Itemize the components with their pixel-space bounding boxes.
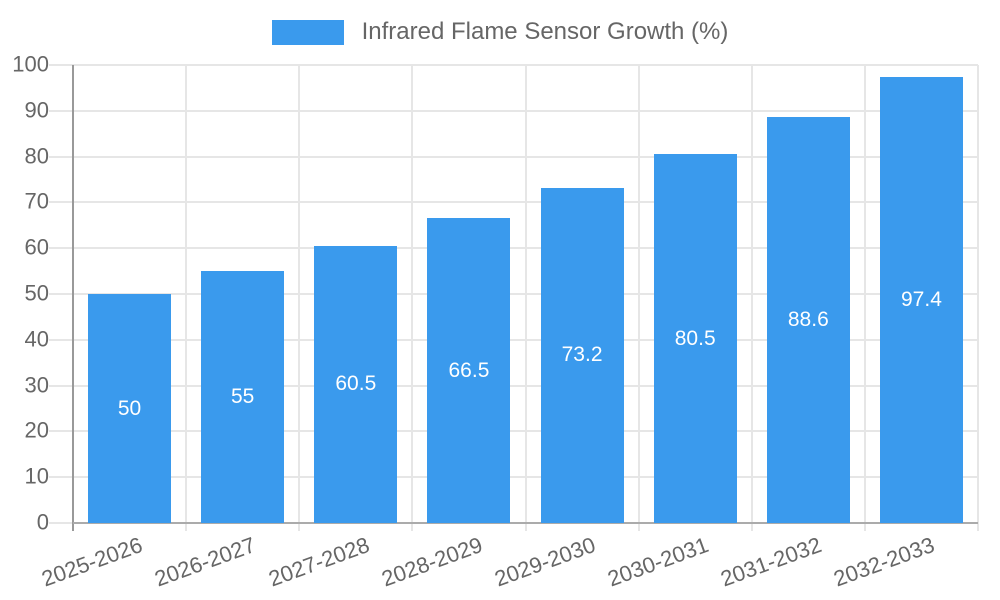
bar[interactable]: [427, 218, 511, 523]
x-axis-line: [73, 522, 978, 524]
y-axis-tick-label: 30: [24, 372, 49, 398]
y-axis-tick-label: 40: [24, 326, 49, 352]
horizontal-gridline: [49, 293, 978, 295]
vertical-gridline: [863, 65, 866, 531]
bar-value-label: 80.5: [674, 326, 716, 350]
x-axis-tick-label: 2029-2030: [491, 532, 599, 592]
vertical-gridline: [977, 65, 979, 531]
bar-value-label: 66.5: [448, 358, 490, 382]
vertical-gridline: [524, 65, 527, 531]
vertical-gridline: [411, 65, 414, 531]
bar-value-label: 55: [231, 385, 255, 409]
bar[interactable]: [314, 245, 398, 523]
y-axis-tick-label: 60: [24, 234, 49, 260]
y-axis-tick-label: 80: [24, 143, 49, 169]
y-axis-tick-label: 0: [36, 509, 49, 535]
y-axis-tick-label: 50: [24, 280, 49, 306]
bar[interactable]: [540, 187, 624, 523]
bar[interactable]: [88, 294, 172, 523]
vertical-gridline: [637, 65, 640, 531]
y-axis-line: [72, 65, 74, 531]
y-axis-tick-label: 20: [24, 417, 49, 443]
bar[interactable]: [201, 271, 285, 523]
y-axis-tick-label: 100: [12, 51, 49, 77]
legend-swatch: [271, 19, 344, 45]
horizontal-gridline: [49, 430, 978, 433]
horizontal-gridline: [49, 64, 978, 66]
horizontal-gridline: [49, 338, 978, 341]
plot-area: 50 55 60.5 66.5 73.2 80.5 88.6 97.4: [49, 64, 979, 531]
horizontal-gridline: [49, 247, 978, 250]
x-axis-tick-label: 2031-2032: [717, 532, 825, 592]
x-axis-tick-label: 2030-2031: [604, 532, 712, 592]
y-axis-tick-label: 90: [24, 97, 49, 123]
bar-value-label: 50: [117, 396, 142, 420]
bar[interactable]: [766, 117, 850, 523]
x-axis-tick-label: 2025-2026: [38, 532, 147, 592]
bar-value-label: 73.2: [561, 343, 603, 367]
horizontal-gridline: [49, 201, 978, 204]
vertical-gridline: [298, 65, 301, 531]
x-axis-tick-label: 2028-2029: [378, 532, 486, 592]
horizontal-gridline: [49, 109, 978, 112]
horizontal-gridline: [49, 384, 978, 387]
chart-legend[interactable]: Infrared Flame Sensor Growth (%): [0, 18, 1000, 46]
bar-value-label: 97.4: [901, 287, 942, 311]
y-axis-tick-label: 70: [24, 188, 49, 214]
legend-label: Infrared Flame Sensor Growth (%): [361, 18, 729, 45]
vertical-gridline: [185, 65, 188, 531]
x-axis-tick-label: 2032-2033: [830, 532, 938, 592]
vertical-gridline: [750, 65, 753, 531]
horizontal-gridline: [49, 476, 978, 479]
bar[interactable]: [879, 76, 963, 523]
bar-value-label: 60.5: [335, 372, 377, 396]
y-axis-tick-label: 10: [24, 463, 49, 489]
x-axis-tick-label: 2026-2027: [151, 532, 260, 592]
x-axis-tick-label: 2027-2028: [264, 532, 373, 592]
bar-value-label: 88.6: [787, 308, 829, 332]
bar[interactable]: [653, 154, 737, 523]
horizontal-gridline: [49, 155, 978, 158]
